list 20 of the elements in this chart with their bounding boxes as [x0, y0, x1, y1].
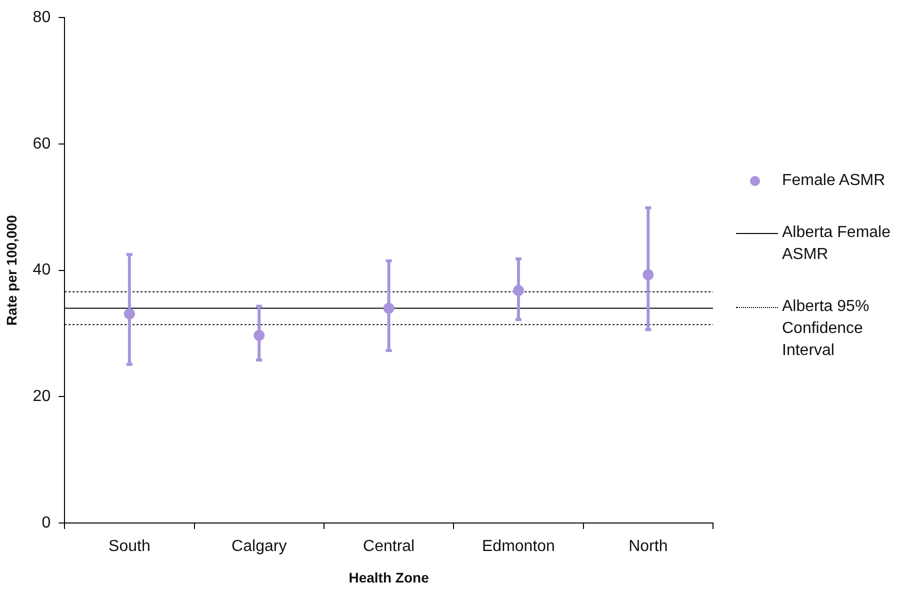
x-tick-label: North	[628, 538, 668, 556]
point	[254, 330, 265, 341]
legend-label: Alberta 95% Confidence Interval	[782, 297, 870, 361]
legend-label: Female ASMR	[782, 171, 886, 191]
y-tick-label: 0	[42, 514, 51, 532]
y-tick-label: 40	[32, 262, 51, 279]
y-tick-label: 80	[32, 9, 51, 26]
y-axis-title: Rate per 100,000	[3, 214, 20, 326]
point	[512, 285, 524, 296]
x-tick-label: Calgary	[232, 538, 287, 556]
x-tick-label: Edmonton	[482, 538, 555, 556]
x-tick-label: Central	[363, 538, 415, 556]
point	[383, 302, 394, 314]
x-tick-label: South	[108, 538, 150, 556]
y-tick-label: 20	[32, 388, 51, 406]
y-tick-label: 60	[32, 135, 51, 152]
legend-label: Alberta Female ASMR	[782, 223, 892, 265]
point	[124, 308, 135, 320]
x-axis-title: Health Zone	[348, 569, 430, 586]
point	[642, 269, 654, 280]
